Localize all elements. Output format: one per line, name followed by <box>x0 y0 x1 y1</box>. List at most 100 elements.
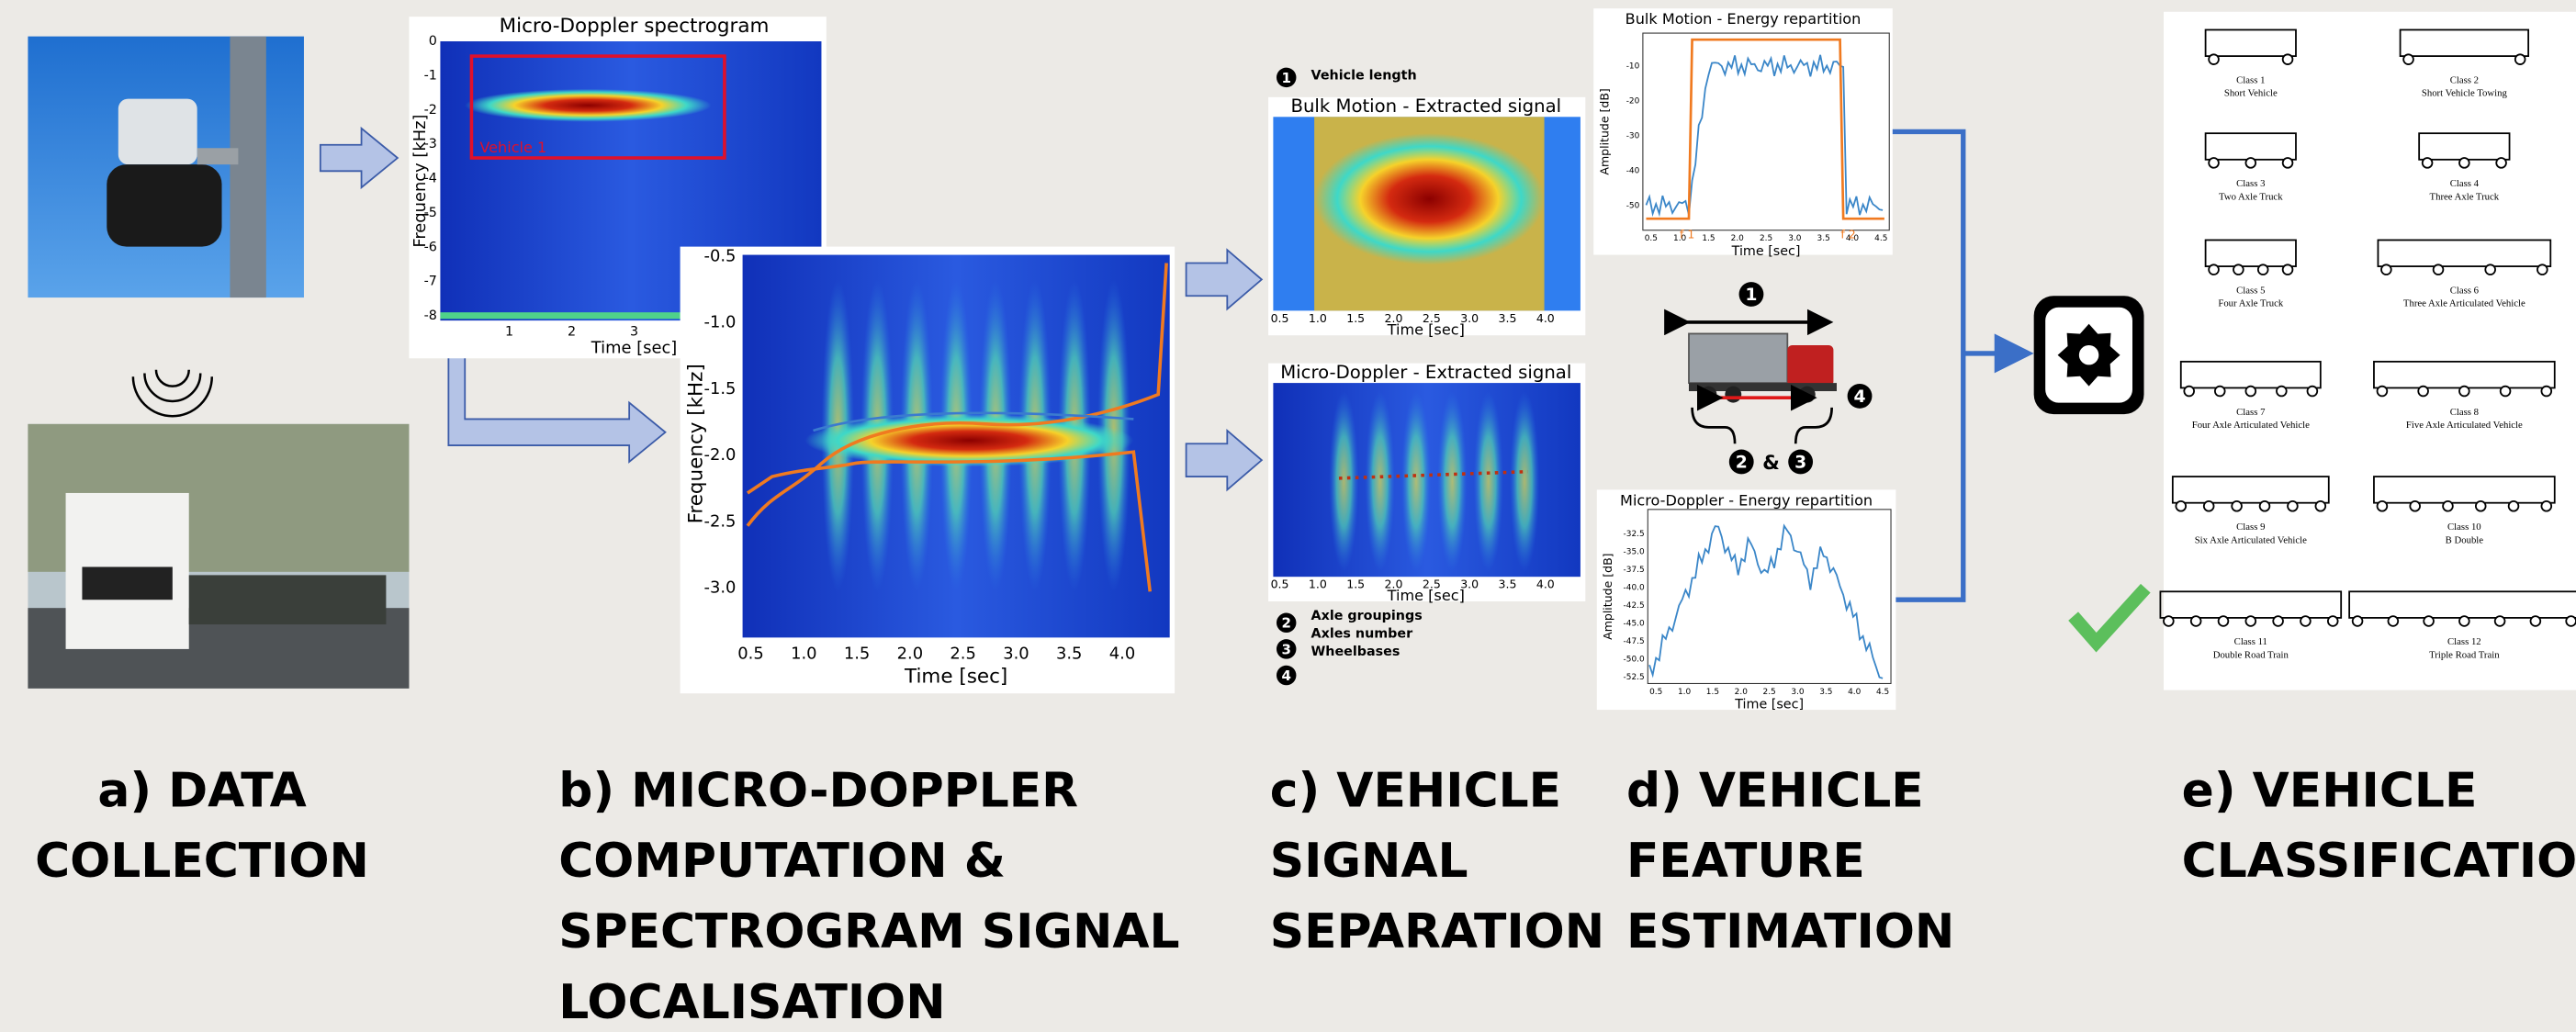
vehicle-wheel <box>2515 54 2525 64</box>
radar-unit <box>107 164 221 246</box>
x-tick-label: 2.0 <box>1731 234 1745 243</box>
vehicle-wheel <box>2388 616 2398 626</box>
vehicle-wheel <box>2509 501 2519 511</box>
x-tick-label: 0.5 <box>1271 578 1289 591</box>
warm-stripe <box>1366 391 1395 572</box>
x-tick-label: 0.5 <box>737 644 763 663</box>
class-name: Six Axle Articulated Vehicle <box>2195 534 2307 545</box>
vehicle-wheel <box>2245 387 2255 397</box>
vehicle-wheel <box>2283 158 2293 168</box>
x-tick-label: 1.0 <box>791 644 816 663</box>
legend-text: Vehicle length <box>1311 69 1417 84</box>
x-axis-label: Time [sec] <box>591 339 678 358</box>
y-tick-label: -2 <box>424 103 437 118</box>
x-tick-label: 1.5 <box>1702 234 1715 243</box>
vehicle-wheel <box>2410 501 2420 511</box>
stage-label: LOCALISATION <box>558 975 945 1030</box>
x-tick-label: 0.5 <box>1645 234 1658 243</box>
arrow <box>321 129 398 187</box>
x-tick-label: 2.0 <box>1735 688 1749 697</box>
grille <box>82 566 172 600</box>
vehicle-wheel <box>2496 158 2506 168</box>
hot-core <box>1314 133 1544 264</box>
classes-panel <box>2164 12 2576 690</box>
vehicle-wheel <box>2245 616 2255 626</box>
stage-label: SEPARATION <box>1270 904 1604 959</box>
stage-label: SIGNAL <box>1270 834 1468 889</box>
x-tick-label: 2.5 <box>1763 688 1776 697</box>
vehicle-wheel <box>2233 264 2244 275</box>
vehicle-wheel <box>2434 264 2444 275</box>
y-tick-label: -32.5 <box>1624 530 1645 539</box>
x-tick-label: 1.5 <box>1706 688 1719 697</box>
connector <box>1893 131 1963 600</box>
number-label: 1 <box>1745 286 1757 305</box>
vehicle-wheel <box>2164 616 2174 626</box>
x-axis-label: Time [sec] <box>1731 244 1801 259</box>
vehicle-wheel <box>2459 158 2469 168</box>
stage-label: FEATURE <box>1626 834 1865 889</box>
camera-body <box>118 99 197 165</box>
vehicle-wheel <box>2328 616 2338 626</box>
warm-stripe <box>1401 391 1431 572</box>
x-tick-label: 3.0 <box>1460 578 1479 591</box>
class-number: Class 1 <box>2236 74 2265 85</box>
x-tick-label: 4.0 <box>1848 688 1862 697</box>
x-tick-label: 3.5 <box>1499 578 1517 591</box>
gear-hole <box>2079 345 2098 365</box>
class-number: Class 8 <box>2450 407 2479 418</box>
x-tick-label: 1.0 <box>1309 311 1327 325</box>
truck-cab <box>1787 345 1833 387</box>
class-number: Class 11 <box>2234 636 2267 647</box>
y-tick-label: -30 <box>1626 131 1640 140</box>
y-tick-label: -47.5 <box>1624 637 1645 646</box>
vehicle-wheel <box>2531 616 2541 626</box>
class-name: Two Axle Truck <box>2219 191 2283 202</box>
legend-text: Wheelbases <box>1311 645 1400 659</box>
class-number: Class 5 <box>2236 285 2265 296</box>
marker-label: f 1 <box>1680 228 1694 241</box>
x-tick-label: 1.0 <box>1309 578 1327 591</box>
x-tick-label: 1 <box>505 325 513 340</box>
x-tick-label: 2.0 <box>897 644 923 663</box>
class-name: Short Vehicle <box>2224 88 2278 99</box>
class-name: Short Vehicle Towing <box>2422 88 2508 99</box>
wheel <box>1725 387 1741 403</box>
vehicle-wheel <box>2541 387 2551 397</box>
y-tick-label: -52.5 <box>1624 673 1645 682</box>
warm-stripe <box>1474 391 1503 572</box>
vehicle-wheel <box>2184 387 2194 397</box>
x-tick-label: 4.0 <box>1536 578 1555 591</box>
warm-stripe <box>1510 391 1539 572</box>
vehicle-wheel <box>2300 616 2311 626</box>
stage-label: c) VEHICLE <box>1270 763 1561 818</box>
y-tick-label: -1 <box>424 68 437 83</box>
vehicle-wheel <box>2353 616 2363 626</box>
vehicle-wheel <box>2495 616 2505 626</box>
wheel <box>1799 387 1816 403</box>
x-tick-label: 1.0 <box>1678 688 1692 697</box>
stage-label: SPECTROGRAM SIGNAL <box>558 904 1179 959</box>
vehicle-wheel <box>2232 501 2242 511</box>
dump-body <box>1689 333 1787 383</box>
x-tick-label: 3.0 <box>1460 311 1479 325</box>
x-tick-label: 3 <box>630 325 638 340</box>
vehicle-wheel <box>2424 616 2434 626</box>
y-tick-label: -2.5 <box>704 511 737 531</box>
vehicle-wheel <box>2191 616 2201 626</box>
class-name: Four Axle Truck <box>2218 298 2284 309</box>
camera-mount <box>197 148 239 164</box>
class-name: Four Axle Articulated Vehicle <box>2192 420 2310 431</box>
y-tick-label: -4 <box>424 172 437 186</box>
vehicle-wheel <box>2209 264 2219 275</box>
vehicle-wheel <box>2501 387 2511 397</box>
y-tick-label: -45.0 <box>1624 620 1645 629</box>
x-axis-label: Time [sec] <box>904 665 1007 688</box>
class-name: Triple Road Train <box>2429 650 2500 661</box>
class-name: Double Road Train <box>2213 650 2289 661</box>
vehicle-wheel <box>2418 387 2428 397</box>
y-tick-label: -50.0 <box>1624 656 1645 665</box>
ampersand: & <box>1762 452 1780 475</box>
arrow <box>1187 431 1262 489</box>
